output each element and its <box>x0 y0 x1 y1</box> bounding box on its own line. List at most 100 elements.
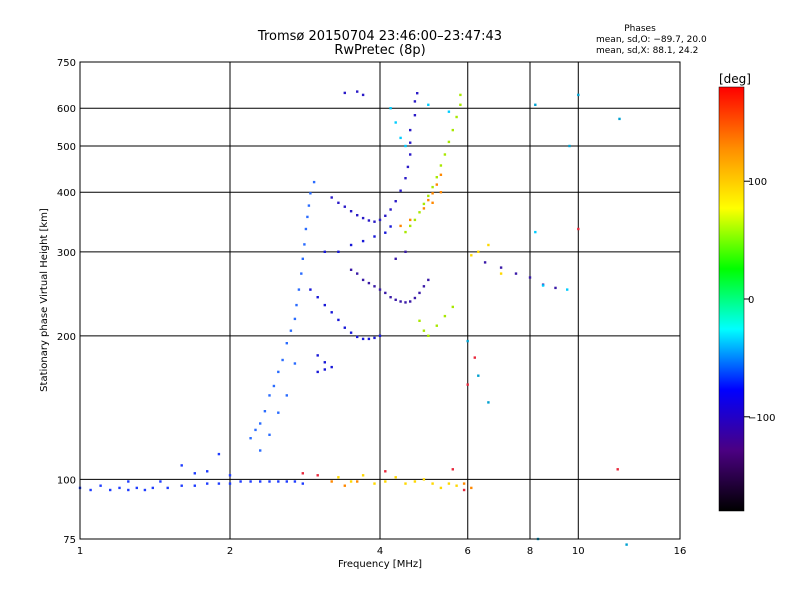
data-point <box>316 474 319 477</box>
data-point <box>367 337 371 341</box>
chart-title: Tromsø 20150704 23:46:00–23:47:43 <box>257 29 502 44</box>
data-point <box>249 437 252 440</box>
data-point <box>323 303 326 307</box>
data-point <box>404 230 407 234</box>
data-point <box>394 257 397 260</box>
colorbar-gradient <box>718 86 745 512</box>
data-point <box>361 337 365 341</box>
data-point <box>316 296 319 299</box>
y-tick-label: 75 <box>63 535 76 546</box>
data-point <box>431 201 434 204</box>
data-point <box>277 480 280 483</box>
data-point <box>389 296 392 299</box>
data-point <box>427 334 430 337</box>
data-point <box>384 470 387 473</box>
data-point <box>422 207 426 210</box>
data-point <box>409 218 412 222</box>
data-point <box>418 319 421 322</box>
data-point <box>378 334 382 337</box>
data-point <box>263 410 267 413</box>
data-point <box>427 103 430 106</box>
data-point <box>356 214 359 217</box>
data-point <box>568 144 571 148</box>
data-point <box>435 176 438 179</box>
data-point <box>323 368 326 371</box>
y-tick-label: 750 <box>57 58 76 69</box>
colorbar-tick-label: 0 <box>748 295 754 306</box>
data-point <box>534 230 537 234</box>
colorbar-tick-label: −100 <box>748 413 775 424</box>
data-point <box>541 284 545 287</box>
data-point <box>459 93 462 97</box>
data-point <box>277 411 280 414</box>
data-point <box>466 383 469 386</box>
data-point <box>330 196 333 199</box>
data-point <box>483 261 487 264</box>
data-point <box>399 300 402 303</box>
data-point <box>413 100 417 103</box>
data-point <box>361 278 365 282</box>
colorbar-tick-label: 100 <box>748 177 767 188</box>
data-point <box>384 231 387 234</box>
data-point <box>406 165 410 169</box>
data-point <box>239 480 242 483</box>
data-point <box>206 470 209 473</box>
data-point <box>487 401 490 404</box>
data-point <box>399 189 402 192</box>
data-point <box>356 335 359 339</box>
x-tick-label: 8 <box>527 546 533 557</box>
data-point <box>394 298 397 301</box>
data-point <box>422 478 426 481</box>
data-point <box>422 285 426 288</box>
data-point <box>293 480 297 483</box>
data-point <box>439 486 443 490</box>
data-point <box>249 480 252 483</box>
data-point <box>337 476 340 479</box>
data-point <box>135 486 138 490</box>
data-point <box>356 90 359 93</box>
data-point <box>418 291 421 295</box>
x-tick-label: 16 <box>674 546 687 557</box>
grid-lines <box>80 62 680 539</box>
data-point <box>373 336 376 340</box>
data-point <box>447 110 451 113</box>
colorbar-ticks: 100 0 −100 <box>744 177 775 424</box>
data-point <box>462 482 466 485</box>
y-axis-ticks: 75 100 200 300 400 500 600 750 <box>57 58 76 546</box>
data-point <box>534 103 537 106</box>
data-point <box>316 354 319 357</box>
data-point <box>566 288 569 291</box>
data-point <box>439 191 443 194</box>
data-point <box>312 180 316 184</box>
data-point <box>389 208 392 211</box>
data-point <box>289 329 293 332</box>
colorbar-label: [deg] <box>719 72 751 86</box>
data-point <box>293 317 297 321</box>
data-point <box>470 254 473 257</box>
data-point <box>361 239 365 243</box>
data-point <box>285 480 288 483</box>
data-point <box>166 486 169 490</box>
data-point <box>404 301 407 304</box>
data-point <box>268 394 271 397</box>
plot-area: 1 2 4 6 8 10 16 75 100 200 300 400 500 600 750 <box>57 58 686 557</box>
data-point <box>349 210 353 213</box>
y-tick-label: 500 <box>57 142 76 153</box>
data-point <box>151 486 154 490</box>
x-tick-label: 10 <box>572 546 585 557</box>
data-point <box>268 480 271 483</box>
x-tick-label: 1 <box>77 546 83 557</box>
x-tick-label: 4 <box>377 546 383 557</box>
data-point <box>427 198 430 202</box>
data-point <box>404 144 407 148</box>
data-point <box>193 472 196 475</box>
data-point <box>413 480 417 483</box>
data-point <box>389 225 392 228</box>
data-point <box>473 356 476 359</box>
data-point <box>373 285 376 288</box>
data-point <box>268 433 271 436</box>
data-point <box>528 276 532 279</box>
data-point <box>285 342 288 345</box>
data-point <box>384 291 387 295</box>
x-axis-ticks: 1 2 4 6 8 10 16 <box>77 546 687 557</box>
